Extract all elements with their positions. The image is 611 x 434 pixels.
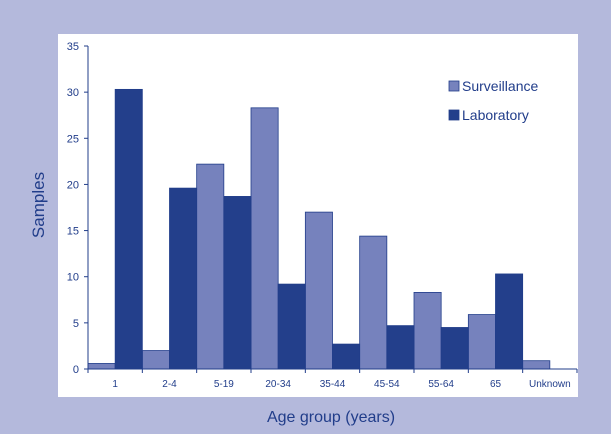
x-axis-title: Age group (years) <box>267 409 395 426</box>
x-tick-label: 65 <box>490 379 502 390</box>
bar-surveillance-1 <box>87 363 116 370</box>
bar-laboratory-65 <box>495 273 524 370</box>
x-tick-label: 1 <box>112 379 118 390</box>
y-tick-label: 5 <box>73 318 79 330</box>
y-tick-label: 35 <box>67 41 79 53</box>
bar-laboratory-35-44 <box>332 343 361 370</box>
y-tick-label: 0 <box>73 364 79 376</box>
legend-label-laboratory: Laboratory <box>462 107 529 123</box>
bar-surveillance-2-4 <box>141 350 170 370</box>
bar-surveillance-65 <box>467 314 496 370</box>
bar-laboratory-45-54 <box>386 325 415 370</box>
x-tick-label: 35-44 <box>320 379 346 390</box>
bar-surveillance-45-54 <box>359 235 388 370</box>
bar-surveillance-unknown <box>522 360 551 370</box>
bar-laboratory-1 <box>114 88 143 370</box>
legend-label-surveillance: Surveillance <box>462 78 538 94</box>
x-tick-label: Unknown <box>529 379 571 390</box>
y-tick-label: 25 <box>67 133 79 145</box>
bar-laboratory-2-4 <box>169 187 198 370</box>
legend-swatch-surveillance <box>448 80 460 92</box>
y-tick-label: 10 <box>67 272 79 284</box>
x-axis-ticks: 1 2-4 5-19 20-34 35-44 45-54 55-64 65 Unknown <box>87 369 578 390</box>
y-tick-label: 30 <box>67 87 79 99</box>
bar-surveillance-55-64 <box>413 292 442 370</box>
bar-surveillance-5-19 <box>196 163 225 370</box>
x-tick-label: 2-4 <box>162 379 177 390</box>
legend-swatch-laboratory <box>448 109 460 121</box>
y-axis-ticks: 0 5 10 15 20 25 30 35 <box>67 41 88 376</box>
bar-laboratory-5-19 <box>223 196 252 370</box>
x-tick-label: 5-19 <box>214 379 234 390</box>
bar-surveillance-35-44 <box>304 211 333 370</box>
y-axis-title: Samples <box>29 172 48 238</box>
bar-laboratory-20-34 <box>277 283 306 370</box>
y-tick-label: 15 <box>67 226 79 238</box>
bars-group <box>87 88 551 370</box>
bar-laboratory-55-64 <box>440 327 469 370</box>
y-tick-label: 20 <box>67 179 79 191</box>
x-tick-label: 20-34 <box>265 379 291 390</box>
x-tick-label: 45-54 <box>374 379 400 390</box>
x-tick-label: 55-64 <box>428 379 454 390</box>
legend: Surveillance Laboratory <box>448 78 538 123</box>
bar-surveillance-20-34 <box>250 107 279 370</box>
